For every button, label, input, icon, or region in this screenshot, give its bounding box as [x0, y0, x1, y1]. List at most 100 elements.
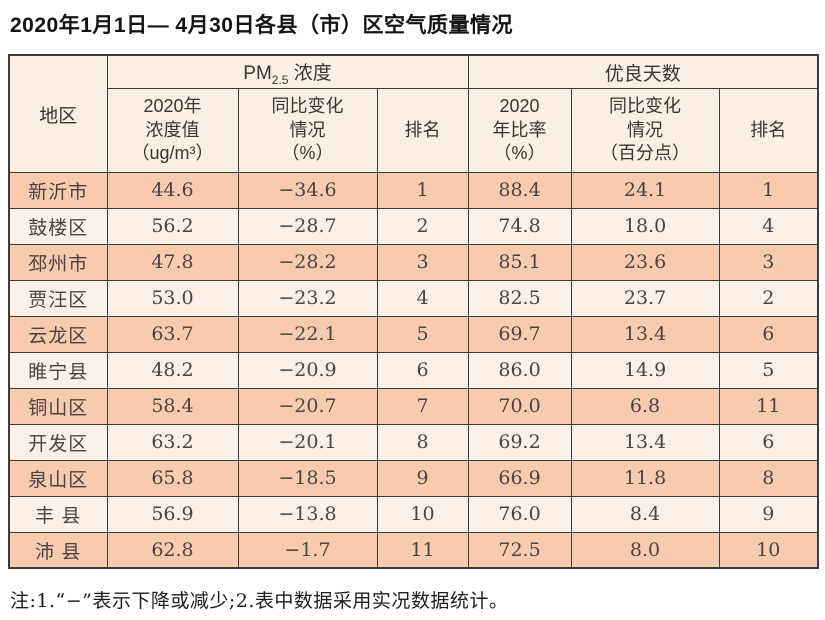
pm-value-cell: 58.4: [106, 387, 239, 425]
pm-value-cell: 47.8: [106, 243, 239, 281]
good-rate-cell: 72.5: [467, 531, 572, 569]
region-cell: 鼓楼区: [8, 207, 108, 245]
header-group-row: 地区 PM2.5 浓度 优良天数: [8, 54, 819, 173]
pm-rank-cell: 6: [376, 351, 469, 389]
pm-change-cell: −28.7: [237, 207, 378, 245]
header-good-days-group: 优良天数: [467, 54, 819, 89]
header-pm25-group: PM2.5 浓度: [106, 54, 469, 89]
good-rate-cell: 74.8: [467, 207, 572, 245]
page-title: 2020年1月1日— 4月30日各县（市）区空气质量情况: [10, 14, 513, 37]
region-cell: 泉山区: [8, 459, 108, 497]
good-change-cell: 8.0: [570, 531, 720, 569]
good-rank-cell: 11: [718, 387, 819, 425]
pm-change-cell: −22.1: [237, 315, 378, 353]
good-rate-cell: 69.7: [467, 315, 572, 353]
pm-rank-cell: 10: [376, 495, 469, 533]
table-row: 邳州市 47.8 −28.2 3 85.1 23.6 3: [8, 243, 819, 281]
footnote: 注:1.“−”表示下降或减少;2.表中数据采用实况数据统计。: [10, 590, 509, 613]
pm-value-cell: 62.8: [106, 531, 239, 569]
table-row: 沛 县 62.8 −1.7 11 72.5 8.0 10: [8, 531, 819, 569]
good-rate-cell: 86.0: [467, 351, 572, 389]
good-rate-cell: 76.0: [467, 495, 572, 533]
header-pm-change: 同比变化 情况 （%）: [237, 87, 378, 173]
pm-value-cell: 56.2: [106, 207, 239, 245]
good-rate-cell: 69.2: [467, 423, 572, 461]
region-cell: 贾汪区: [8, 279, 108, 317]
good-rank-cell: 9: [718, 495, 819, 533]
pm-change-cell: −20.1: [237, 423, 378, 461]
region-cell: 丰 县: [8, 495, 108, 533]
header-pm-rank: 排名: [376, 87, 469, 173]
pm-change-cell: −1.7: [237, 531, 378, 569]
table-row: 新沂市 44.6 −34.6 1 88.4 24.1 1: [8, 171, 819, 209]
good-change-cell: 11.8: [570, 459, 720, 497]
good-change-cell: 24.1: [570, 171, 720, 209]
good-rate-cell: 66.9: [467, 459, 572, 497]
table-row: 贾汪区 53.0 −23.2 4 82.5 23.7 2: [8, 279, 819, 317]
good-change-cell: 23.7: [570, 279, 720, 317]
pm-value-cell: 65.8: [106, 459, 239, 497]
header-region: 地区: [8, 54, 108, 173]
region-cell: 云龙区: [8, 315, 108, 353]
table-row: 铜山区 58.4 −20.7 7 70.0 6.8 11: [8, 387, 819, 425]
good-rate-cell: 82.5: [467, 279, 572, 317]
pm-value-cell: 56.9: [106, 495, 239, 533]
good-change-cell: 6.8: [570, 387, 720, 425]
good-change-cell: 18.0: [570, 207, 720, 245]
pm-change-cell: −13.8: [237, 495, 378, 533]
pm-rank-cell: 2: [376, 207, 469, 245]
pm-value-cell: 48.2: [106, 351, 239, 389]
good-rate-cell: 70.0: [467, 387, 572, 425]
header-good-rate: 2020 年比率 （%）: [467, 87, 572, 173]
header-good-rank: 排名: [718, 87, 819, 173]
good-rank-cell: 10: [718, 531, 819, 569]
good-change-cell: 14.9: [570, 351, 720, 389]
region-cell: 沛 县: [8, 531, 108, 569]
good-change-cell: 13.4: [570, 315, 720, 353]
table-row: 开发区 63.2 −20.1 8 69.2 13.4 6: [8, 423, 819, 461]
good-rank-cell: 3: [718, 243, 819, 281]
header-pm-value: 2020年 浓度值 （ug/m³）: [106, 87, 239, 173]
pm-rank-cell: 11: [376, 531, 469, 569]
table-row: 鼓楼区 56.2 −28.7 2 74.8 18.0 4: [8, 207, 819, 245]
pm-change-cell: −28.2: [237, 243, 378, 281]
table-row: 睢宁县 48.2 −20.9 6 86.0 14.9 5: [8, 351, 819, 389]
header-good-change: 同比变化 情况 （百分点）: [570, 87, 720, 173]
region-cell: 新沂市: [8, 171, 108, 209]
pm25-label-prefix: PM: [243, 62, 272, 84]
pm-rank-cell: 4: [376, 279, 469, 317]
air-quality-table: 地区 PM2.5 浓度 优良天数 2020年 浓度值 （ug/m³） 同比变化 …: [8, 54, 820, 570]
pm-value-cell: 63.2: [106, 423, 239, 461]
pm-rank-cell: 5: [376, 315, 469, 353]
pm-rank-cell: 1: [376, 171, 469, 209]
good-rate-cell: 88.4: [467, 171, 572, 209]
table-header: 地区 PM2.5 浓度 优良天数 2020年 浓度值 （ug/m³） 同比变化 …: [8, 54, 819, 173]
good-change-cell: 13.4: [570, 423, 720, 461]
pm-change-cell: −34.6: [237, 171, 378, 209]
good-rank-cell: 6: [718, 423, 819, 461]
pm-rank-cell: 8: [376, 423, 469, 461]
good-rank-cell: 4: [718, 207, 819, 245]
region-cell: 铜山区: [8, 387, 108, 425]
good-change-cell: 8.4: [570, 495, 720, 533]
pm-value-cell: 63.7: [106, 315, 239, 353]
pm-change-cell: −20.7: [237, 387, 378, 425]
table-row: 丰 县 56.9 −13.8 10 76.0 8.4 9: [8, 495, 819, 533]
pm-change-cell: −20.9: [237, 351, 378, 389]
pm25-label-subscript: 2.5: [271, 72, 289, 87]
good-rate-cell: 85.1: [467, 243, 572, 281]
table-row: 泉山区 65.8 −18.5 9 66.9 11.8 8: [8, 459, 819, 497]
good-rank-cell: 2: [718, 279, 819, 317]
pm25-label-suffix: 浓度: [288, 62, 332, 84]
good-rank-cell: 1: [718, 171, 819, 209]
pm-value-cell: 53.0: [106, 279, 239, 317]
region-cell: 邳州市: [8, 243, 108, 281]
pm-change-cell: −18.5: [237, 459, 378, 497]
good-rank-cell: 8: [718, 459, 819, 497]
good-rank-cell: 6: [718, 315, 819, 353]
pm-change-cell: −23.2: [237, 279, 378, 317]
pm-value-cell: 44.6: [106, 171, 239, 209]
pm-rank-cell: 3: [376, 243, 469, 281]
good-change-cell: 23.6: [570, 243, 720, 281]
